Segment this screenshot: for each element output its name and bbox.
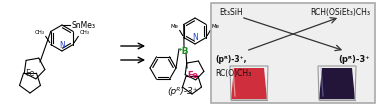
Text: Et₃SiH: Et₃SiH (219, 8, 243, 17)
Text: Me: Me (211, 24, 219, 29)
Text: ⁺B: ⁺B (177, 47, 189, 56)
Polygon shape (319, 68, 355, 99)
Text: N: N (59, 40, 65, 50)
Text: Me: Me (171, 24, 179, 29)
Text: N: N (192, 33, 198, 43)
Text: RC(O)CH₃: RC(O)CH₃ (215, 69, 251, 78)
Text: SnMe₃: SnMe₃ (71, 20, 95, 29)
Text: Fe: Fe (25, 70, 35, 79)
Text: (pᴿ)-3⁺: (pᴿ)-3⁺ (338, 55, 370, 64)
FancyBboxPatch shape (211, 3, 375, 103)
Text: Fe: Fe (187, 72, 198, 80)
Text: (pᴿ)-3⁺,: (pᴿ)-3⁺, (215, 55, 246, 64)
Polygon shape (231, 68, 267, 99)
Text: CH₃: CH₃ (35, 31, 45, 36)
Text: (pᴿ)-3⁺: (pᴿ)-3⁺ (168, 87, 198, 96)
Text: CH₃: CH₃ (79, 31, 89, 36)
Text: RCH(OSiEt₃)CH₃: RCH(OSiEt₃)CH₃ (310, 8, 370, 17)
